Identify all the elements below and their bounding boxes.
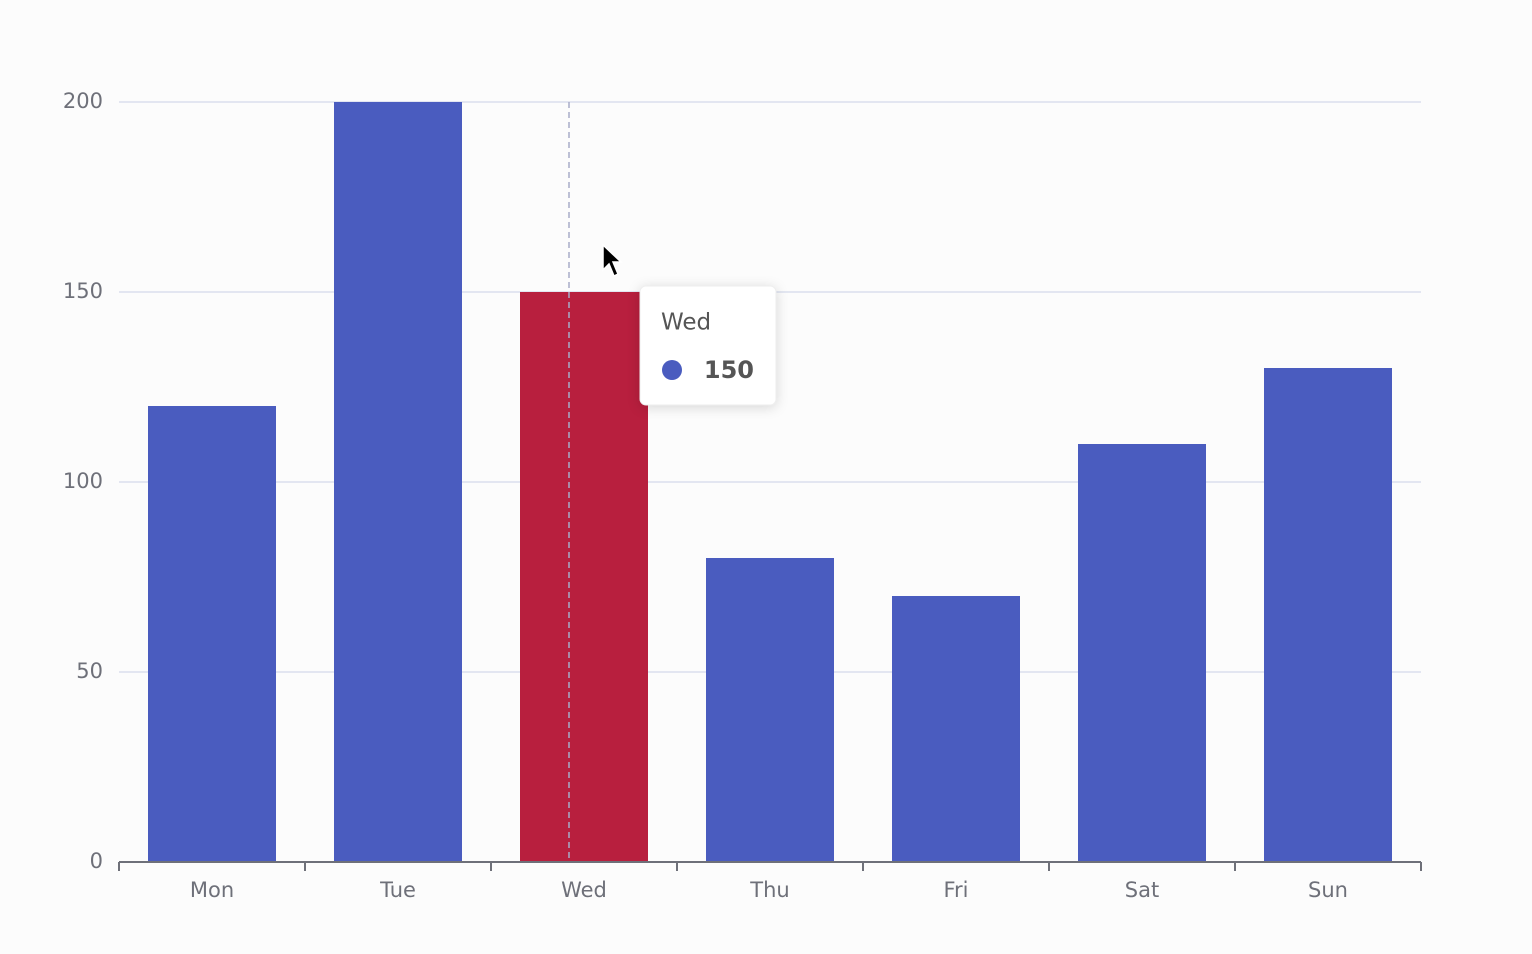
y-tick-label: 200: [63, 89, 103, 113]
x-tick-label: Mon: [190, 878, 234, 902]
bar: [706, 558, 834, 862]
cursor: [602, 243, 623, 278]
x-tick-label: Tue: [379, 878, 416, 902]
bar: [334, 102, 462, 862]
tooltip-title: Wed: [661, 310, 711, 336]
bar: [892, 596, 1020, 862]
bar: [1264, 368, 1392, 862]
x-tick-label: Fri: [943, 878, 968, 902]
x-tick-label: Thu: [749, 878, 789, 902]
bar: [148, 406, 276, 862]
tooltip-value: 150: [704, 356, 754, 384]
y-tick-label: 50: [76, 659, 103, 683]
x-tick-label: Sat: [1125, 878, 1159, 902]
x-tick-label: Wed: [561, 878, 607, 902]
x-tick-label: Sun: [1308, 878, 1348, 902]
tooltip-box: [639, 285, 777, 406]
bar: [1078, 444, 1206, 862]
y-tick-label: 150: [63, 279, 103, 303]
tooltip: Wed 150: [639, 285, 777, 406]
y-tick-label: 0: [90, 849, 103, 873]
bar: [520, 292, 648, 862]
y-tick-label: 100: [63, 469, 103, 493]
tooltip-marker: [662, 360, 682, 380]
